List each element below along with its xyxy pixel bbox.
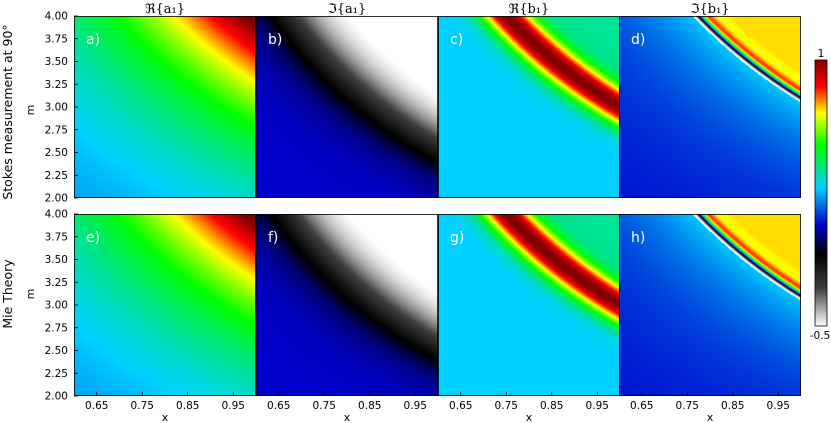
panel-letter: c) (450, 32, 463, 48)
y-tick-label: 3.25 (45, 277, 68, 289)
y-tick-label: 2.75 (45, 322, 68, 334)
x-tick-label: 0.65 (449, 400, 472, 412)
y-tick-label: 3.50 (45, 254, 68, 266)
heatmap-panel-c (438, 16, 620, 198)
column-title-re-b1: ℜ{b₁} (509, 2, 550, 17)
column-title-im-b1: ℑ{b₁} (690, 2, 729, 17)
x-tick-label: 0.85 (540, 400, 563, 412)
panel-frame (256, 214, 438, 396)
panel-letter: g) (450, 230, 464, 246)
y-tick-label: 2.25 (45, 170, 68, 182)
heatmap-panel-b (256, 16, 438, 198)
y-tick-label: 2.50 (45, 147, 68, 159)
x-tick-label: 0.95 (586, 400, 609, 412)
y-axis-label-top: m (24, 105, 37, 116)
x-tick-label: 0.65 (630, 400, 653, 412)
y-tick-label: 2.25 (45, 368, 68, 380)
panel-letter: a) (86, 32, 100, 48)
panel-letter: f) (268, 230, 278, 246)
x-tick-label: 0.95 (222, 400, 245, 412)
panel-letter: e) (86, 230, 100, 246)
heatmap-panels: a) b) c) d) e) f) g) h) (74, 16, 801, 396)
heatmap-panel-f (256, 214, 438, 396)
panel-frame (619, 16, 801, 198)
y-tick-label: 3.50 (45, 56, 68, 68)
x-tick-label: 0.95 (404, 400, 427, 412)
panel-letter: h) (631, 230, 645, 246)
panel-frame (256, 16, 438, 198)
heatmap-panel-g (438, 214, 620, 396)
x-axis-label-col1: x (162, 411, 169, 423)
x-tick-label: 0.65 (85, 400, 108, 412)
y-tick-label: 3.00 (45, 300, 68, 312)
row-label-mie: Mie Theory (0, 259, 15, 329)
y-tick-label: 4.00 (45, 11, 68, 23)
x-axis-label-col4: x (707, 411, 714, 423)
y-tick-label: 2.00 (45, 391, 68, 403)
x-axis-label-col2: x (344, 411, 351, 423)
axis-ticks: 2.00 2.25 2.50 2.75 3.00 3.25 3.50 3.75 4.00 2.00… (45, 11, 790, 413)
heatmap-panel-d (619, 16, 801, 198)
colorbar (814, 59, 828, 327)
heatmap-panel-e (74, 214, 256, 396)
x-tick-label: 0.75 (313, 400, 336, 412)
y-tick-label: 3.75 (45, 231, 68, 243)
y-tick-label: 3.25 (45, 79, 68, 91)
x-tick-label: 0.75 (131, 400, 154, 412)
row-label-stokes: Stokes measurement at 90° (0, 24, 15, 199)
x-tick-label: 0.65 (267, 400, 290, 412)
y-tick-label: 2.00 (45, 193, 68, 205)
y-tick-label: 4.00 (45, 209, 68, 221)
panel-letter: b) (268, 32, 282, 48)
colorbar-max-label: 1 (818, 48, 825, 60)
column-title-im-a1: ℑ{a₁} (328, 2, 367, 17)
heatmap-panel-a (74, 16, 256, 198)
column-title-re-a1: ℜ{a₁} (145, 2, 185, 17)
x-tick-label: 0.75 (676, 400, 699, 412)
panel-frame (619, 214, 801, 396)
x-axis-label-col3: x (526, 411, 533, 423)
heatmap-panel-h (619, 214, 801, 396)
y-axis-label-bottom: m (24, 289, 37, 300)
x-tick-label: 0.85 (176, 400, 199, 412)
x-tick-label: 0.75 (495, 400, 518, 412)
y-tick-label: 2.75 (45, 124, 68, 136)
x-tick-label: 0.85 (358, 400, 381, 412)
panel-letter: d) (631, 32, 645, 48)
colorbar-min-label: -0.5 (810, 330, 831, 342)
y-tick-label: 3.75 (45, 33, 68, 45)
x-tick-label: 0.85 (721, 400, 744, 412)
x-tick-label: 0.95 (767, 400, 790, 412)
y-tick-label: 3.00 (45, 102, 68, 114)
y-tick-label: 2.50 (45, 345, 68, 357)
